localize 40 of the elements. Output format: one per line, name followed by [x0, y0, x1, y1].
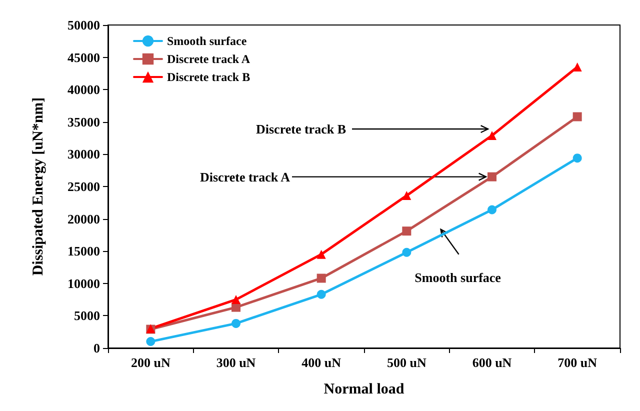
annotation: Smooth surface — [414, 270, 502, 285]
x-tick-label: 600 uN — [472, 355, 512, 370]
point — [232, 318, 240, 328]
y-tick-label: 30000 — [68, 146, 100, 162]
point — [572, 62, 582, 72]
legend-label: Discrete track B — [167, 70, 250, 84]
legend-label: Smooth surface — [167, 34, 248, 48]
point — [402, 191, 412, 200]
x-tick-label: 500 uN — [386, 355, 427, 370]
x-tick-label: 400 uN — [302, 355, 342, 370]
x-axis-title: Normal load — [324, 382, 405, 398]
x-tick-label: 700 uN — [558, 355, 598, 370]
y-tick-label: 10000 — [68, 276, 100, 291]
y-tick-label: 15000 — [68, 244, 100, 259]
point — [232, 295, 240, 304]
y-tick-label: 25000 — [68, 179, 100, 194]
x-tick-label: 300 uN — [216, 355, 256, 370]
point — [488, 172, 496, 182]
point — [572, 154, 582, 163]
y-tick-label: 0 — [94, 340, 100, 356]
y-tick-label: 45000 — [68, 50, 100, 65]
annotation: Discrete track B — [256, 122, 346, 137]
point — [146, 337, 156, 346]
point — [316, 290, 326, 299]
point — [572, 112, 582, 122]
point — [402, 226, 412, 236]
annotation: Discrete track A — [200, 169, 291, 184]
legend-label: Discrete track A — [167, 52, 250, 66]
point — [488, 205, 496, 214]
y-tick-label: 40000 — [68, 82, 100, 98]
y-tick-label: 20000 — [68, 211, 100, 226]
y-tick-label: 35000 — [68, 114, 100, 130]
point — [316, 250, 326, 259]
point — [316, 274, 326, 283]
y-tick-label: 50000 — [68, 18, 100, 32]
y-axis-title: Dissipated Energy [uN*nm] — [30, 97, 46, 276]
point — [402, 248, 412, 257]
y-tick-label: 5000 — [74, 308, 100, 324]
x-tick-label: 200 uN — [130, 355, 171, 370]
point — [488, 130, 496, 140]
